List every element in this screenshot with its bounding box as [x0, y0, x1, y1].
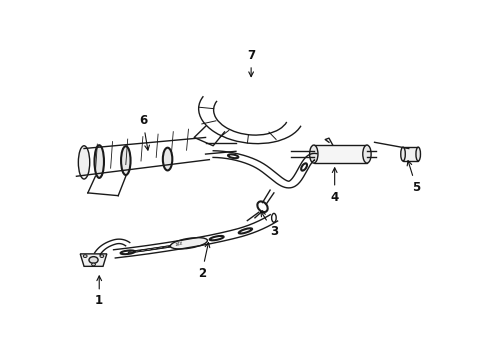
Circle shape	[83, 255, 87, 257]
Circle shape	[89, 257, 98, 263]
Text: 1: 1	[95, 276, 103, 307]
Ellipse shape	[310, 145, 318, 163]
Text: 6: 6	[139, 114, 149, 150]
Bar	[403, 147, 418, 161]
Ellipse shape	[363, 145, 371, 163]
Ellipse shape	[401, 147, 405, 161]
Text: 4: 4	[331, 168, 339, 203]
Circle shape	[100, 255, 104, 257]
Text: 3: 3	[261, 212, 278, 238]
Text: 7: 7	[247, 49, 255, 77]
Bar	[314, 145, 367, 163]
Ellipse shape	[95, 145, 104, 178]
Ellipse shape	[121, 146, 130, 175]
Circle shape	[92, 263, 96, 266]
Text: 5: 5	[407, 161, 420, 194]
Ellipse shape	[171, 238, 207, 249]
Ellipse shape	[163, 148, 172, 170]
Text: 2: 2	[197, 243, 210, 280]
Text: zzz: zzz	[175, 240, 184, 247]
Polygon shape	[80, 254, 107, 266]
Ellipse shape	[416, 147, 420, 161]
Ellipse shape	[78, 146, 90, 179]
